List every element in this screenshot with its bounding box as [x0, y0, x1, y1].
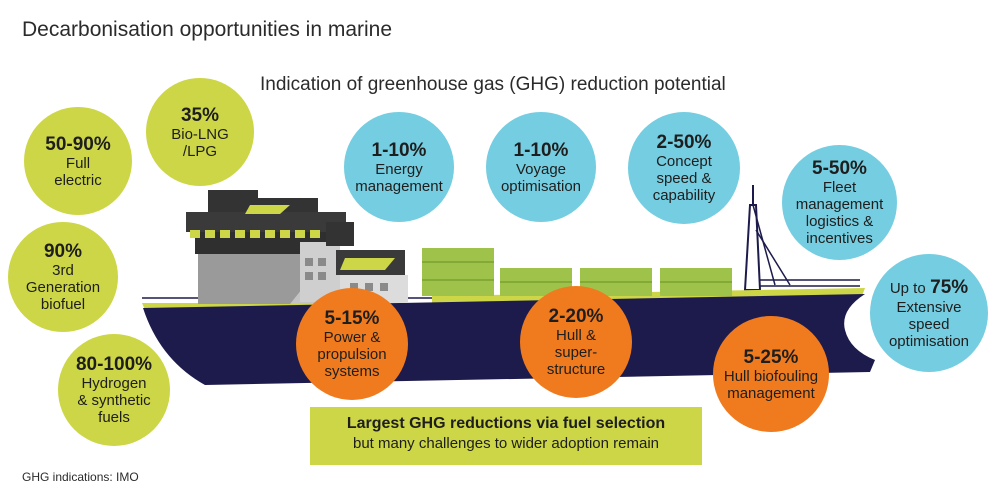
ship-superstructure [186, 190, 408, 304]
ops-speed-prefix: Up to [889, 279, 926, 297]
fuel-bubble-biofuel: 90% 3rd Generation biofuel [8, 222, 118, 332]
tech-power-label-line3: systems [324, 363, 380, 380]
fuel-full-electric-label-line1: Full [65, 154, 91, 172]
ops-fleet-label-line4: incentives [806, 230, 873, 247]
fuel-bubble-full-electric: 50-90% Full electric [24, 107, 132, 215]
ops-concept-label-line2: speed & [656, 170, 712, 187]
ops-concept-label-line3: capability [652, 187, 716, 204]
tech-biofouling-label-line1: Hull biofouling [723, 367, 819, 385]
ops-bubble-speed-optimisation: Up to 75% Extensive speed optimisation [870, 254, 988, 372]
ops-energy-label-line1: Energy [375, 160, 423, 178]
fuel-bubble-bio-lng: 35% Bio-LNG /LPG [146, 78, 254, 186]
callout-sub-text: but many challenges to wider adoption re… [352, 435, 659, 452]
ops-speed-label-line3: optimisation [888, 332, 970, 350]
ops-bubble-energy-management: 1-10% Energy management [344, 112, 454, 222]
fuel-hydrogen-label-line1: Hydrogen [81, 375, 147, 392]
ops-voyage-label-line2: optimisation [500, 177, 582, 195]
tech-power-label-line2: propulsion [317, 346, 387, 363]
ship-containers [422, 248, 732, 296]
ops-fleet-label-line3: logistics & [805, 213, 874, 230]
fuel-biofuel-label-line3: biofuel [40, 296, 86, 313]
page-title: Decarbonisation opportunities in marine [22, 18, 393, 41]
page-subtitle: Indication of greenhouse gas (GHG) reduc… [260, 74, 726, 95]
ops-voyage-pct: 1-10% [513, 139, 569, 161]
ops-energy-label-line2: management [355, 177, 443, 195]
fuel-hydrogen-label-line2: & synthetic [77, 392, 151, 409]
ops-bubble-fleet-management: 5-50% Fleet management logistics & incen… [782, 145, 897, 260]
ship-mast [743, 185, 791, 291]
tech-power-pct: 5-15% [324, 308, 380, 329]
ops-speed-pct: 75% [930, 276, 969, 298]
tech-bubble-hull-superstructure: 2-20% Hull & super- structure [520, 286, 632, 398]
fuel-biofuel-label-line1: 3rd [52, 262, 74, 279]
ops-fleet-label-line1: Fleet [822, 179, 857, 196]
fuel-biofuel-label-line2: Generation [25, 279, 101, 296]
ops-concept-label-line1: Concept [656, 153, 712, 170]
fuel-hydrogen-label-line3: fuels [98, 409, 130, 426]
fuel-selection-callout: Largest GHG reductions via fuel selectio… [310, 407, 702, 465]
tech-hull-label-line1: Hull & [555, 327, 596, 344]
tech-biofouling-label-line2: management [727, 384, 815, 402]
fuel-full-electric-label-line2: electric [54, 171, 102, 189]
fuel-hydrogen-pct: 80-100% [75, 354, 153, 375]
tech-hull-label-line2: super- [554, 344, 598, 361]
fuel-full-electric-pct: 50-90% [45, 133, 111, 155]
fuel-bio-lng-label-line2: /LPG [182, 142, 218, 160]
tech-bubble-power-propulsion: 5-15% Power & propulsion systems [296, 288, 408, 400]
tech-biofouling-pct: 5-25% [743, 346, 799, 368]
ops-voyage-label-line1: Voyage [515, 160, 567, 178]
fuel-bio-lng-pct: 35% [180, 104, 220, 126]
ops-speed-label-line2: speed [908, 315, 950, 333]
fuel-bio-lng-label-line1: Bio-LNG [171, 125, 229, 143]
tech-hull-label-line3: structure [546, 361, 606, 378]
fuel-bubble-hydrogen: 80-100% Hydrogen & synthetic fuels [58, 334, 170, 446]
ops-fleet-label-line2: management [795, 196, 884, 213]
ops-speed-label-line1: Extensive [896, 298, 962, 316]
tech-hull-pct: 2-20% [548, 306, 604, 327]
ops-concept-pct: 2-50% [656, 132, 712, 153]
ops-bubble-concept-speed: 2-50% Concept speed & capability [628, 112, 740, 224]
tech-bubble-hull-biofouling: 5-25% Hull biofouling management [713, 316, 829, 432]
ops-speed-pct-line: Up to 75% [890, 277, 968, 299]
source-footnote: GHG indications: IMO [22, 470, 139, 484]
tech-power-label-line1: Power & [323, 329, 381, 346]
ops-energy-pct: 1-10% [371, 139, 427, 161]
fuel-biofuel-pct: 90% [43, 241, 83, 262]
callout-main-text: Largest GHG reductions via fuel selectio… [346, 415, 666, 432]
ops-fleet-pct: 5-50% [812, 158, 867, 179]
ops-bubble-voyage-optimisation: 1-10% Voyage optimisation [486, 112, 596, 222]
